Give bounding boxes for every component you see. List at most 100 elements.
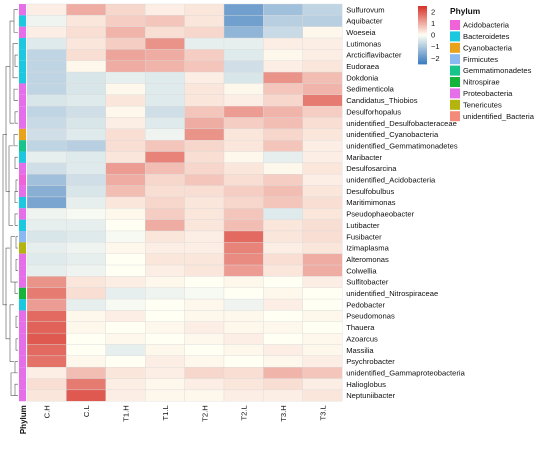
heatmap-cell-34-3 bbox=[145, 389, 185, 402]
heatmap-cell-6-2 bbox=[105, 71, 146, 84]
phylum-legend-label: Tenericutes bbox=[463, 100, 502, 109]
row-label: Desulfobulbus bbox=[346, 187, 394, 196]
heatmap-cell-5-1 bbox=[66, 60, 106, 73]
heatmap-cell-14-1 bbox=[66, 162, 106, 175]
phylum-annotation-cell-24 bbox=[19, 276, 26, 288]
heatmap-cell-8-7 bbox=[302, 94, 343, 107]
heatmap-cell-1-2 bbox=[105, 15, 146, 27]
heatmap-cell-34-6 bbox=[263, 389, 303, 402]
heatmap-cell-24-1 bbox=[66, 276, 106, 288]
heatmap-cell-22-0 bbox=[26, 253, 67, 266]
heatmap-cell-16-4 bbox=[184, 185, 225, 198]
heatmap-cell-0-1 bbox=[66, 3, 106, 16]
phylum-annotation-cell-17 bbox=[19, 196, 26, 209]
heatmap-cell-10-7 bbox=[302, 117, 343, 130]
heatmap-cell-28-7 bbox=[302, 321, 343, 334]
heatmap-cell-15-1 bbox=[66, 174, 106, 186]
heatmap-cell-18-3 bbox=[145, 208, 185, 220]
heatmap-cell-31-7 bbox=[302, 355, 343, 368]
heatmap-cell-10-1 bbox=[66, 117, 106, 130]
color-scale-step bbox=[418, 48, 427, 50]
phylum-annotation-cell-13 bbox=[19, 151, 26, 163]
heatmap-cell-9-1 bbox=[66, 105, 106, 118]
color-scale-step bbox=[418, 8, 427, 11]
heatmap-cell-10-2 bbox=[105, 117, 146, 130]
color-scale-step bbox=[418, 23, 427, 26]
heatmap-cell-30-1 bbox=[66, 344, 106, 357]
phylum-annotation-cell-9 bbox=[19, 106, 26, 118]
heatmap-cell-4-6 bbox=[263, 49, 303, 61]
color-scale-step bbox=[418, 13, 427, 16]
color-scale-tick-label: 2 bbox=[431, 7, 435, 16]
color-scale-legend: 2 1 0 −1 −2 bbox=[418, 6, 440, 65]
row-label: Maritimimonas bbox=[346, 198, 396, 207]
heatmap-cell-10-6 bbox=[263, 117, 303, 130]
phylum-annotation-cell-28 bbox=[19, 321, 26, 334]
heatmap-cell-2-4 bbox=[184, 26, 225, 39]
color-scale-step bbox=[418, 40, 427, 43]
heatmap-cell-34-0 bbox=[26, 389, 67, 402]
heatmap-cell-17-7 bbox=[302, 196, 343, 209]
heatmap-cell-16-6 bbox=[263, 185, 303, 198]
heatmap-cell-11-1 bbox=[66, 128, 106, 141]
heatmap-cell-12-5 bbox=[223, 140, 264, 152]
heatmap-cell-6-1 bbox=[66, 71, 106, 84]
heatmap-cell-22-7 bbox=[302, 253, 343, 266]
phylum-legend-label: Cyanobacteria bbox=[463, 43, 513, 52]
color-scale-step bbox=[418, 42, 427, 45]
heatmap-cell-0-6 bbox=[263, 3, 303, 16]
phylum-annotation-cell-32 bbox=[19, 367, 26, 379]
heatmap-cell-21-0 bbox=[26, 242, 67, 254]
heatmap-cell-7-2 bbox=[105, 83, 146, 95]
heatmap-cell-9-7 bbox=[302, 105, 343, 118]
phylum-legend-swatch bbox=[450, 88, 460, 99]
heatmap-cell-34-1 bbox=[66, 389, 106, 402]
heatmap-cell-34-7 bbox=[302, 389, 343, 402]
color-scale-step bbox=[418, 14, 427, 17]
heatmap-cell-14-5 bbox=[223, 162, 264, 175]
heatmap-cell-13-6 bbox=[263, 151, 303, 164]
heatmap-cell-25-1 bbox=[66, 287, 106, 300]
dendrogram-branch bbox=[14, 111, 18, 124]
phylum-axis-label: Phylum bbox=[19, 405, 28, 434]
dendrogram-branch bbox=[8, 145, 13, 226]
heatmap-cell-19-4 bbox=[184, 219, 225, 232]
row-label: Psychrobacter bbox=[346, 357, 395, 366]
heatmap-cell-32-6 bbox=[263, 367, 303, 379]
color-scale-step bbox=[418, 33, 427, 36]
heatmap-cell-17-1 bbox=[66, 196, 106, 209]
heatmap-cell-23-1 bbox=[66, 264, 106, 277]
heatmap-cell-17-0 bbox=[26, 196, 67, 209]
phylum-annotation-cell-14 bbox=[19, 162, 26, 175]
heatmap-cell-7-7 bbox=[302, 83, 343, 95]
heatmap-cell-10-3 bbox=[145, 117, 185, 130]
heatmap-cell-13-4 bbox=[184, 151, 225, 164]
heatmap-cell-0-7 bbox=[302, 3, 343, 16]
color-scale-step bbox=[418, 58, 427, 61]
heatmap-cell-11-4 bbox=[184, 128, 225, 141]
heatmap-cell-30-4 bbox=[184, 344, 225, 357]
heatmap-cell-10-0 bbox=[26, 117, 67, 130]
column-label: T1.H bbox=[122, 405, 131, 421]
heatmap-cell-19-0 bbox=[26, 219, 67, 232]
heatmap-cell-21-5 bbox=[223, 242, 264, 254]
color-scale-step bbox=[418, 29, 427, 32]
heatmap-cell-32-3 bbox=[145, 367, 185, 379]
heatmap-cell-33-2 bbox=[105, 378, 146, 391]
row-label: Maribacter bbox=[346, 153, 382, 162]
color-scale-step bbox=[418, 50, 427, 53]
heatmap-cell-32-7 bbox=[302, 367, 343, 379]
row-label: Candidatus_Thiobios bbox=[346, 96, 418, 105]
color-scale-step bbox=[418, 24, 427, 27]
color-scale-step bbox=[418, 43, 427, 46]
dendrogram-branch bbox=[14, 156, 18, 169]
color-scale-step bbox=[418, 45, 427, 47]
color-scale-step bbox=[418, 19, 427, 21]
heatmap-cell-27-7 bbox=[302, 310, 343, 322]
phylum-annotation-cell-22 bbox=[19, 253, 26, 266]
phylum-annotation-cell-15 bbox=[19, 174, 26, 186]
heatmap-cell-17-3 bbox=[145, 196, 185, 209]
phylum-legend-label: Firmicutes bbox=[463, 55, 498, 64]
color-scale-step bbox=[418, 56, 427, 59]
phylum-annotation-cell-2 bbox=[19, 26, 26, 39]
